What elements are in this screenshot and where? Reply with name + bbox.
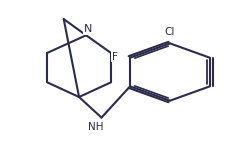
- Text: NH: NH: [88, 122, 103, 132]
- Text: Cl: Cl: [165, 27, 175, 37]
- Text: N: N: [84, 24, 92, 34]
- Text: F: F: [112, 52, 118, 62]
